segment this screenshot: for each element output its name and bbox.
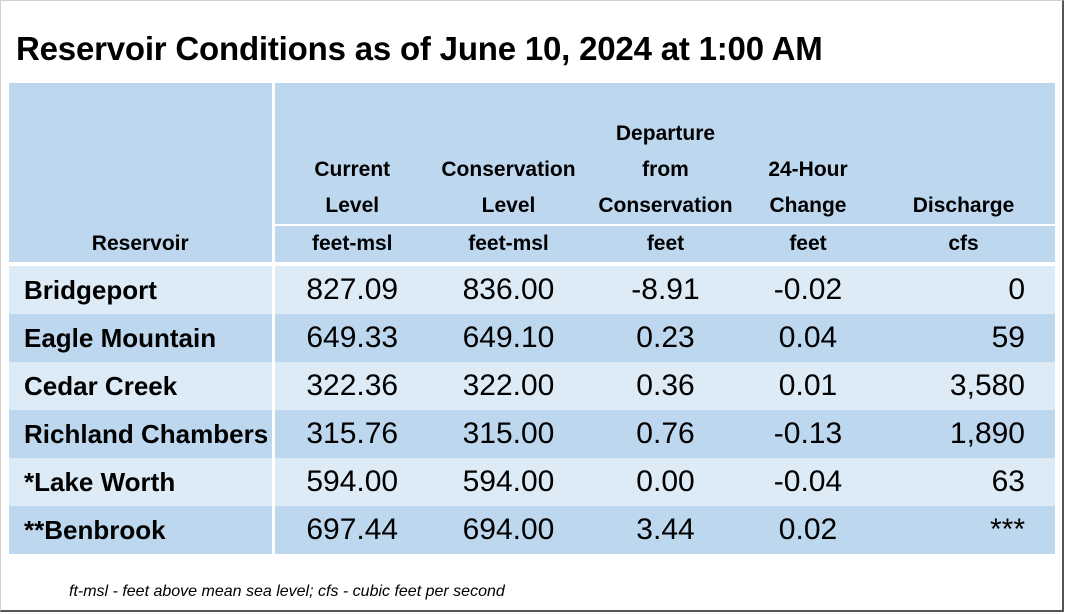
reservoir-name: Eagle Mountain [9, 314, 275, 362]
reservoir-name: *Lake Worth [9, 458, 275, 506]
change-cell: -0.02 [744, 266, 872, 314]
departure-cell: 0.36 [587, 362, 744, 410]
discharge-cell: 0 [872, 266, 1055, 314]
reservoir-name: **Benbrook [9, 506, 275, 554]
conservation-level-cell: 649.10 [430, 314, 587, 362]
conservation-level-cell: 836.00 [430, 266, 587, 314]
departure-cell: 3.44 [587, 506, 744, 554]
departure-cell: -8.91 [587, 266, 744, 314]
current-level-cell: 697.44 [273, 506, 430, 554]
discharge-cell: 3,580 [872, 362, 1055, 410]
col-header-discharge: Discharge [872, 83, 1055, 225]
page-title: Reservoir Conditions as of June 10, 2024… [16, 30, 823, 67]
discharge-cell: 63 [872, 458, 1055, 506]
conservation-level-cell: 694.00 [430, 506, 587, 554]
table-row: Bridgeport 827.09 836.00 -8.91 -0.02 0 [9, 266, 1055, 314]
unit-current-level: feet-msl [273, 224, 430, 262]
table-row: Richland Chambers 315.76 315.00 0.76 -0.… [9, 410, 1055, 458]
conservation-level-cell: 594.00 [430, 458, 587, 506]
discharge-cell: *** [872, 506, 1055, 554]
departure-cell: 0.00 [587, 458, 744, 506]
conservation-level-cell: 315.00 [430, 410, 587, 458]
change-cell: -0.13 [744, 410, 872, 458]
unit-discharge: cfs [872, 224, 1055, 262]
current-level-cell: 649.33 [273, 314, 430, 362]
col-header-departure: Departure from Conservation [587, 83, 744, 225]
unit-conservation-level: feet-msl [430, 224, 587, 262]
current-level-cell: 315.76 [273, 410, 430, 458]
unit-24hour-change: feet [744, 224, 872, 262]
col-header-conservation-level: Conservation Level [430, 83, 587, 225]
change-cell: 0.01 [744, 362, 872, 410]
unit-departure: feet [587, 224, 744, 262]
col-header-reservoir: Reservoir [9, 83, 275, 262]
current-level-cell: 594.00 [273, 458, 430, 506]
col-header-24hour-change: 24-Hour Change [744, 83, 872, 225]
reservoir-name: Cedar Creek [9, 362, 275, 410]
footnote: ft-msl - feet above mean sea level; cfs … [69, 583, 505, 600]
change-cell: -0.04 [744, 458, 872, 506]
reservoir-name: Bridgeport [9, 266, 275, 314]
discharge-cell: 1,890 [872, 410, 1055, 458]
change-cell: 0.04 [744, 314, 872, 362]
col-header-current-level: Current Level [273, 83, 430, 225]
table-row: *Lake Worth 594.00 594.00 0.00 -0.04 63 [9, 458, 1055, 506]
table-row: **Benbrook 697.44 694.00 3.44 0.02 *** [9, 506, 1055, 554]
discharge-cell: 59 [872, 314, 1055, 362]
conservation-level-cell: 322.00 [430, 362, 587, 410]
table-row: Eagle Mountain 649.33 649.10 0.23 0.04 5… [9, 314, 1055, 362]
current-level-cell: 322.36 [273, 362, 430, 410]
departure-cell: 0.23 [587, 314, 744, 362]
reservoir-name: Richland Chambers [9, 410, 275, 458]
table-row: Cedar Creek 322.36 322.00 0.36 0.01 3,58… [9, 362, 1055, 410]
change-cell: 0.02 [744, 506, 872, 554]
reservoir-table: Reservoir Current Level Conservation Lev… [9, 83, 1055, 554]
current-level-cell: 827.09 [273, 266, 430, 314]
departure-cell: 0.76 [587, 410, 744, 458]
